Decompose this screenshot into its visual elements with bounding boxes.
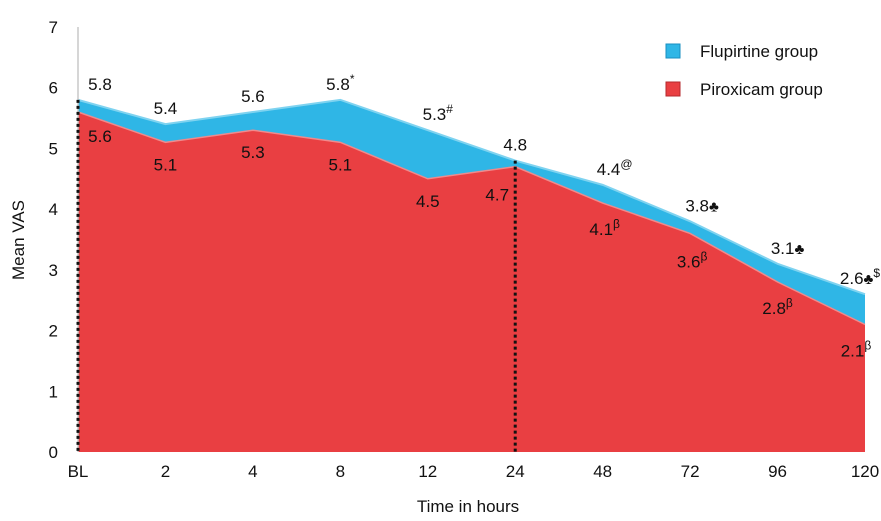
y-tick-label: 7	[49, 18, 58, 37]
legend-item-flupirtine: Flupirtine group	[665, 42, 818, 61]
y-tick-label: 2	[49, 322, 58, 341]
data-label-piroxicam: 4.1β	[589, 217, 620, 239]
x-axis-title: Time in hours	[417, 497, 519, 516]
data-label-piroxicam: 2.1β	[841, 339, 872, 361]
data-label-flupirtine: 5.3#	[423, 102, 454, 124]
area-piroxicam	[78, 112, 865, 452]
x-tick-label: 96	[768, 462, 787, 481]
y-tick-label: 3	[49, 261, 58, 280]
line-flupirtine	[77, 98, 866, 296]
data-label-piroxicam: 3.6β	[677, 249, 708, 271]
x-tick-label: 24	[506, 462, 525, 481]
data-label-flupirtine: 5.4	[154, 99, 178, 118]
line-piroxicam	[77, 111, 866, 326]
data-label-flupirtine: 3.8♣	[685, 196, 719, 215]
data-label-piroxicam: 5.3	[241, 143, 265, 162]
legend-label-flupirtine: Flupirtine group	[700, 42, 818, 61]
x-tick-label: BL	[68, 462, 89, 481]
y-tick-labels: 0 1 2 3 4 5 6 7	[49, 18, 58, 462]
y-tick-label: 1	[49, 382, 58, 401]
x-tick-label: 8	[336, 462, 345, 481]
x-tick-label: 120	[851, 462, 879, 481]
legend-swatch-piroxicam	[665, 81, 681, 97]
y-tick-label: 5	[49, 139, 58, 158]
reference-line-layer	[76, 99, 517, 452]
data-label-piroxicam: 4.7	[485, 186, 509, 205]
x-tick-label: 12	[418, 462, 437, 481]
y-tick-label: 6	[49, 79, 58, 98]
legend-swatch-flupirtine	[665, 43, 681, 59]
data-label-piroxicam: 4.5	[416, 192, 440, 211]
data-label-flupirtine: 5.8*	[326, 72, 355, 94]
x-tick-label: 4	[248, 462, 257, 481]
x-tick-label: 48	[593, 462, 612, 481]
legend-item-piroxicam: Piroxicam group	[665, 80, 823, 99]
data-labels: 5.8 5.4 5.6 5.8* 5.3# 4.8 4.4@ 3.8♣ 3.1♣ 2.6♣$ 5.6…	[88, 72, 880, 361]
y-tick-label: 0	[49, 443, 58, 462]
area-layer	[77, 98, 866, 452]
y-tick-label: 4	[49, 200, 58, 219]
data-label-flupirtine: 5.6	[241, 87, 265, 106]
x-tick-label: 2	[161, 462, 170, 481]
legend: Flupirtine group Piroxicam group	[665, 42, 823, 99]
x-tick-label: 72	[681, 462, 700, 481]
data-label-flupirtine: 3.1♣	[771, 239, 805, 258]
data-label-flupirtine: 4.4@	[597, 157, 633, 179]
data-label-piroxicam: 5.6	[88, 127, 112, 146]
y-axis-title: Mean VAS	[9, 200, 28, 280]
data-label-piroxicam: 2.8β	[762, 296, 793, 318]
data-label-flupirtine: 2.6♣$	[840, 266, 880, 288]
data-label-piroxicam: 5.1	[329, 155, 353, 174]
data-label-flupirtine: 5.8	[88, 75, 112, 94]
data-label-piroxicam: 5.1	[154, 155, 178, 174]
x-tick-labels: BL 2 4 8 12 24 48 72 96 120	[68, 462, 880, 481]
data-label-flupirtine: 4.8	[503, 136, 527, 155]
legend-label-piroxicam: Piroxicam group	[700, 80, 823, 99]
